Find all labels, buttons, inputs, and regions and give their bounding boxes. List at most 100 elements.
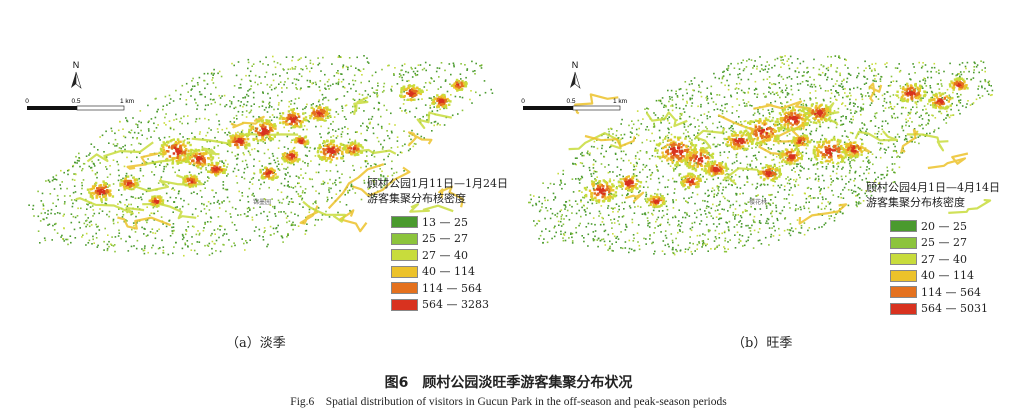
density-dot [706,117,709,120]
density-dot [787,176,789,178]
density-dot [295,78,298,81]
density-dot [337,72,340,75]
density-dot [724,173,727,176]
density-dot [306,155,308,157]
hotspot-cell [338,146,342,149]
density-dot [241,160,244,163]
density-dot [883,148,886,150]
density-dot [874,78,876,80]
density-dot [756,186,758,188]
density-dot [112,159,115,161]
density-dot [219,97,222,99]
density-dot [757,111,759,113]
density-dot [704,234,706,236]
density-dot [163,168,165,170]
hotspot-cell [436,105,439,109]
density-dot [179,208,181,210]
hotspot-cell [96,191,99,195]
density-dot [393,73,395,75]
density-dot [921,123,923,126]
hotspot-cell [310,106,313,109]
density-dot [419,64,422,66]
density-dot [799,176,801,179]
density-dot [809,133,812,136]
hotspot-cell [119,184,122,187]
density-dot [73,179,76,181]
density-dot [675,180,678,183]
density-dot [218,70,221,73]
density-dot [130,195,133,198]
density-dot [242,105,244,108]
density-dot [776,57,779,60]
density-dot [867,172,870,175]
density-dot [672,177,674,180]
hotspot-cell [332,139,335,142]
density-dot [132,196,134,198]
density-dot [850,166,852,169]
density-dot [339,189,341,192]
density-dot [133,245,135,247]
density-dot [286,235,288,238]
density-dot [726,138,728,140]
density-dot [253,172,255,174]
density-dot [893,181,896,183]
density-dot [40,200,43,202]
density-dot [278,201,281,204]
hotspot-cell [91,191,94,195]
density-dot [272,73,274,76]
hotspot-cell [104,198,108,202]
density-dot [95,223,97,226]
density-dot [153,130,156,132]
density-dot [336,170,339,173]
density-dot [332,120,334,123]
hotspot-cell [184,175,187,178]
density-dot [890,81,892,83]
density-dot [240,131,243,134]
density-dot [270,88,273,91]
density-dot [799,82,802,85]
density-dot [543,196,546,199]
hotspot-cell [449,100,452,103]
density-dot [787,64,790,67]
density-dot [368,118,370,121]
density-dot [290,198,293,200]
density-dot [383,139,386,142]
density-dot [938,88,941,90]
density-dot [67,169,69,172]
hotspot-cell [199,157,202,161]
density-dot [827,186,830,189]
density-dot [83,163,86,165]
density-dot [826,78,828,81]
density-dot [754,60,756,62]
hotspot-cell [294,151,298,155]
density-dot [176,206,178,208]
density-dot [225,104,228,106]
density-dot [401,79,404,82]
density-dot [440,86,442,88]
density-dot [101,201,103,204]
hotspot-cell [290,120,294,124]
hotspot-cell [293,112,297,115]
density-dot [706,95,708,98]
density-dot [880,173,882,176]
density-dot [891,116,894,119]
hotspot-cell [328,150,332,153]
density-dot [636,110,639,112]
density-dot [168,145,171,147]
density-dot [327,132,329,135]
density-dot [414,72,416,75]
density-dot [470,90,472,92]
hotspot-cell [155,200,158,203]
density-dot [748,87,750,90]
density-dot [769,194,771,197]
density-dot [834,118,837,121]
density-dot [385,109,388,111]
density-dot [759,239,761,242]
density-dot [592,167,595,169]
density-dot [359,70,362,72]
density-dot [55,222,57,225]
density-dot [250,123,253,126]
hotspot-cell [323,155,326,159]
density-dot [546,241,549,244]
density-dot [56,232,59,234]
